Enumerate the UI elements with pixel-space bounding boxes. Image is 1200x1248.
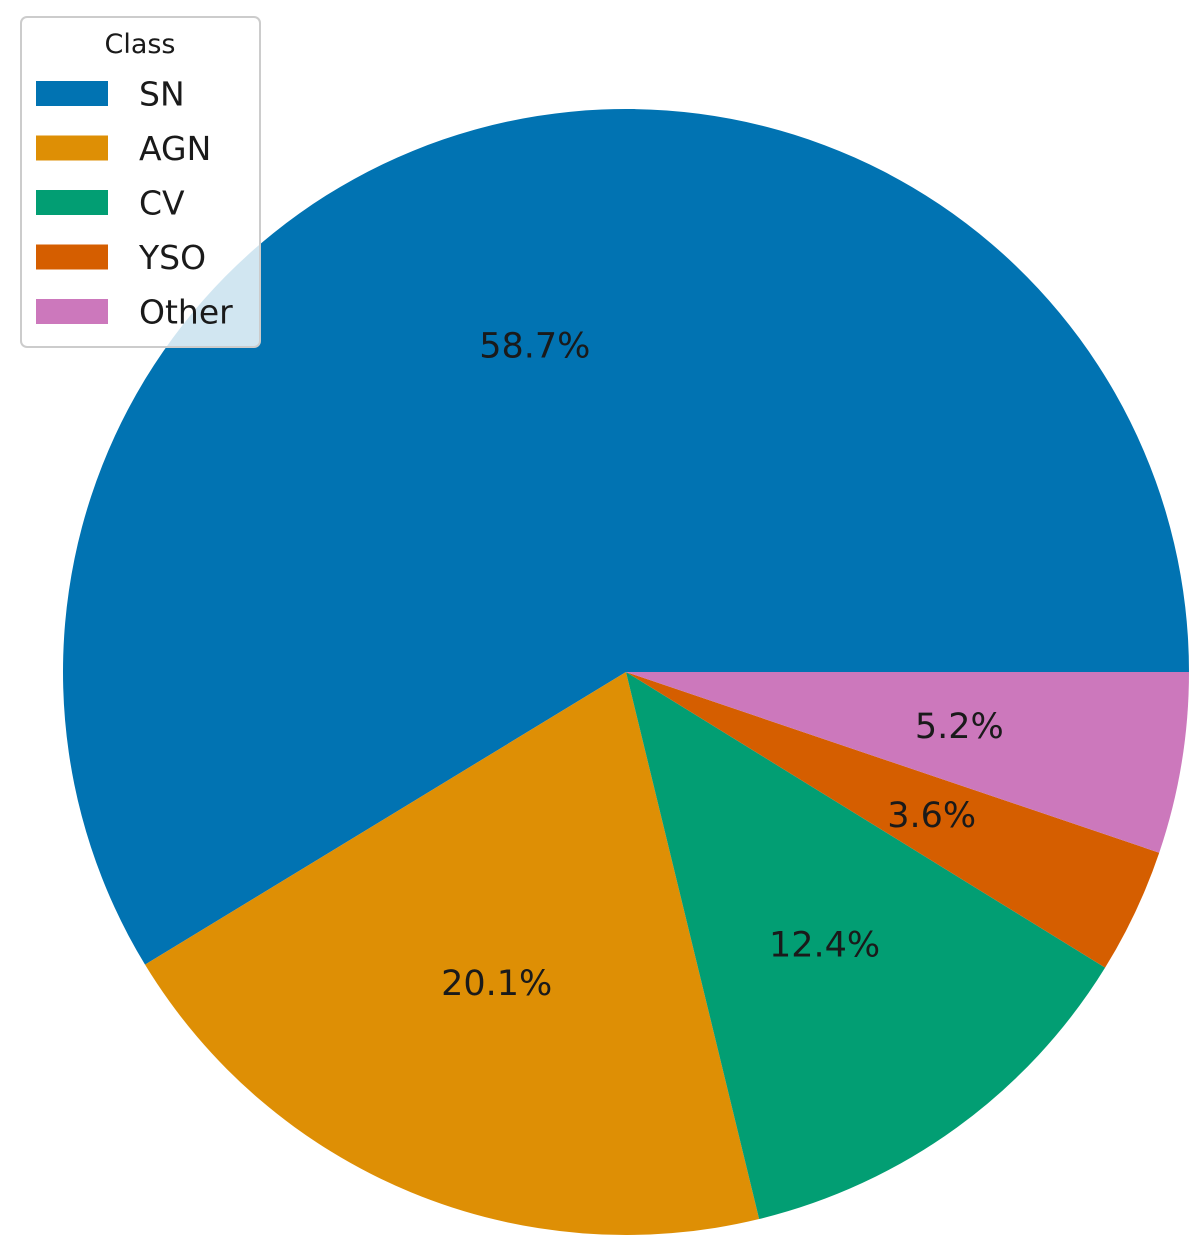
legend-swatch-agn <box>36 135 108 161</box>
legend-label-sn: SN <box>139 75 185 114</box>
legend-swatch-other <box>36 299 108 324</box>
pie-slices <box>63 109 1190 1235</box>
pie-percent-labels: 58.7% 20.1% 12.4% 3.6% 5.2% <box>441 327 1004 1004</box>
pie-label-cv: 12.4% <box>769 925 880 965</box>
legend-label-agn: AGN <box>139 129 211 168</box>
pie-label-yso: 3.6% <box>887 796 976 836</box>
legend-label-other: Other <box>139 293 233 332</box>
pie-slice-other <box>626 672 1189 853</box>
pie-slice-agn <box>145 672 760 1235</box>
pie-slice-sn <box>63 109 1190 965</box>
pie-slice-cv <box>626 672 1106 1220</box>
pie-label-other: 5.2% <box>915 707 1004 747</box>
legend-swatch-sn <box>36 81 108 106</box>
legend-title: Class <box>104 29 175 60</box>
legend-swatch-cv <box>36 190 108 215</box>
pie-slice-yso <box>626 672 1160 968</box>
legend-items: SN AGN CV YSO Other <box>36 75 233 332</box>
legend: Class SN AGN CV YSO Other <box>20 16 261 348</box>
legend-label-cv: CV <box>139 184 185 223</box>
legend-swatch-yso <box>36 244 108 270</box>
legend-label-yso: YSO <box>138 238 206 277</box>
pie-label-agn: 20.1% <box>441 964 552 1004</box>
pie-label-sn: 58.7% <box>479 327 590 367</box>
